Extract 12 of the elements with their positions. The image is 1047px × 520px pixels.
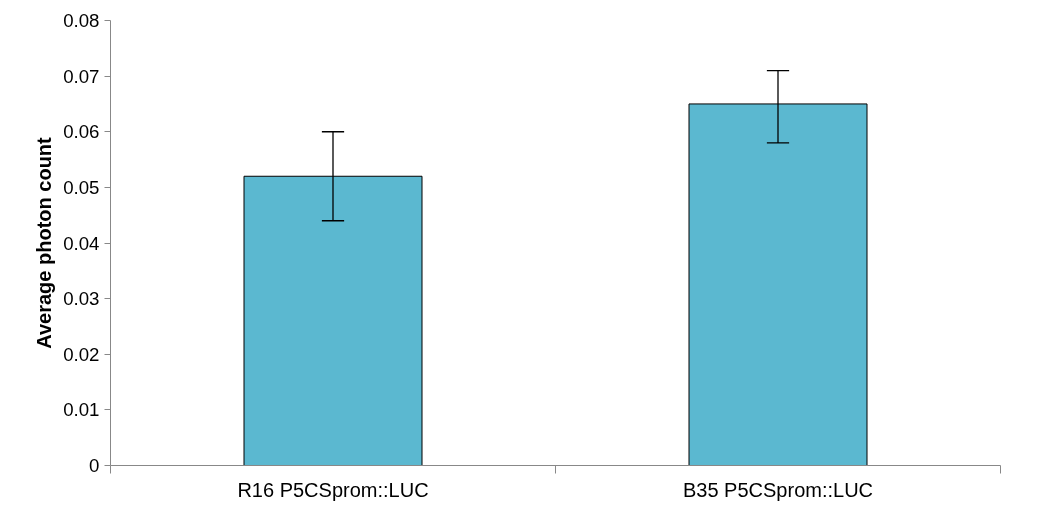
y-tick-label: 0.07 [63, 65, 100, 87]
y-tick-label: 0.01 [63, 399, 100, 421]
y-axis-title: Average photon count [33, 136, 56, 349]
y-tick-label: 0.02 [63, 343, 100, 365]
x-tick-label: B35 P5CSprom::LUC [682, 478, 874, 501]
y-tick-label: 0.06 [63, 121, 100, 143]
y-tick-label: 0 [89, 455, 100, 476]
y-tick-label: 0.03 [63, 288, 100, 310]
y-tick-label: 0.04 [63, 232, 100, 254]
x-tick-label: R16 P5CSprom::LUC [237, 478, 429, 501]
y-tick-label: 0.08 [63, 10, 100, 31]
y-tick-label: 0.05 [63, 176, 100, 198]
